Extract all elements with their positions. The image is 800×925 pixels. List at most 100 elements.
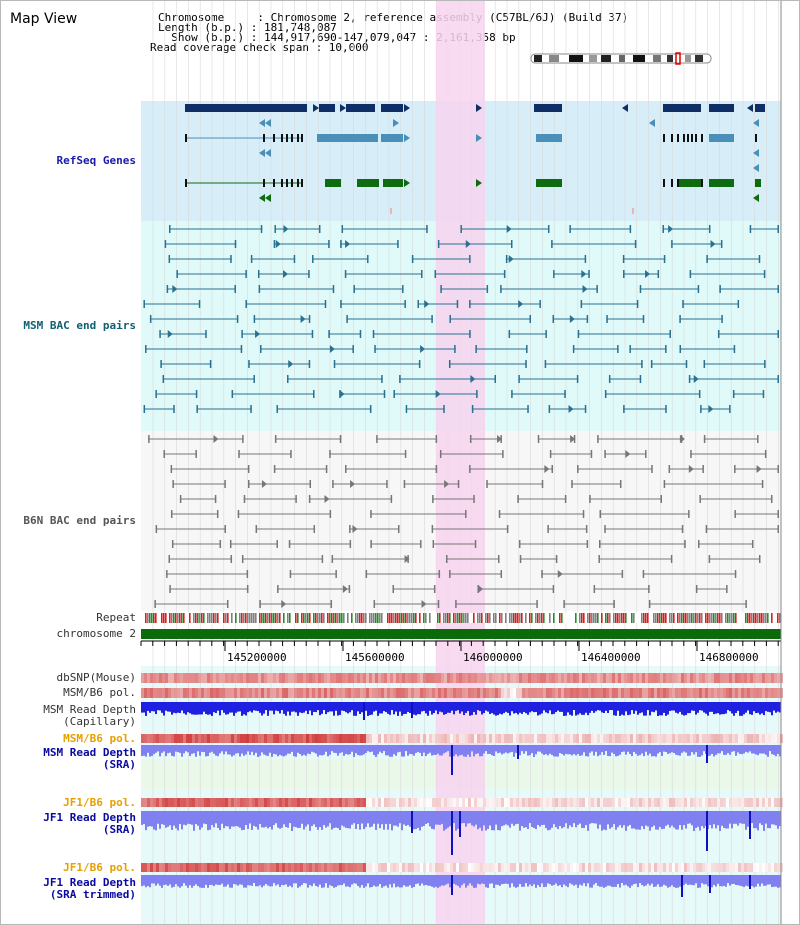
b6n-bac-row [166,570,737,578]
heat-cell [510,673,513,683]
heat-cell [543,798,546,807]
track-label-msm-read-sra[interactable]: MSM Read Depth [43,746,136,759]
depth-bar [283,811,285,825]
track-label-msm-b6-pol-2[interactable]: MSM/B6 pol. [63,732,136,745]
depth-bar [207,875,209,888]
depth-bar [195,811,197,824]
heat-cell [696,734,699,743]
repeat-element [373,613,375,623]
depth-bar [303,702,305,713]
heat-cell [324,863,327,872]
heat-cell [714,734,717,743]
heat-cell [762,798,765,807]
heat-cell [480,673,483,683]
depth-bar [197,811,199,826]
bac-end [205,330,207,338]
repeat-element [165,613,167,623]
heat-cell [351,863,354,872]
depth-bar [635,811,637,830]
length-info: Length (b.p.) : 181,748,087 [158,21,337,34]
depth-bar [589,745,591,753]
repeat-element [715,613,717,623]
heat-cell [627,673,630,683]
heat-cell [390,863,393,872]
track-label-chromosome[interactable]: chromosome 2 [56,627,136,640]
heat-cell [147,688,150,698]
heat-cell [336,863,339,872]
depth-bar [663,745,665,752]
depth-bar [405,745,407,752]
depth-bar [173,875,175,887]
depth-bar [171,811,173,830]
depth-bar [421,875,423,884]
track-label-jf1-read-sra[interactable]: JF1 Read Depth [43,811,136,824]
repeat-element [655,613,657,623]
bac-end [432,540,435,548]
heat-cell [687,688,690,698]
depth-bar [655,745,657,757]
heat-cell [762,863,765,872]
heat-cell [576,734,579,743]
heat-cell [252,798,255,807]
depth-bar [487,702,489,712]
track-label-refseq[interactable]: RefSeq Genes [56,154,136,167]
depth-bar [159,745,161,757]
bac-end [359,330,362,338]
depth-bar [705,702,707,714]
bac-end [309,480,312,488]
bac-end [318,225,321,233]
track-label-jf1-b6-pol-2[interactable]: JF1/B6 pol. [63,861,136,874]
track-label-repeat[interactable]: Repeat [96,611,136,624]
repeat-element [319,613,321,623]
depth-bar [441,811,443,824]
depth-bar [225,875,227,887]
bac-end [248,360,250,368]
track-label-jf1-b6-pol[interactable]: JF1/B6 pol. [63,796,136,809]
track-label-msm-b6-pol[interactable]: MSM/B6 pol. [63,686,136,699]
track-label-msm-read-capillary[interactable]: MSM Read Depth [43,703,136,716]
depth-bar [269,745,271,753]
heat-cell [699,673,702,683]
repeat-element [689,613,691,623]
track-label-b6n-bac[interactable]: B6N BAC end pairs [23,514,136,527]
depth-bar [771,875,773,888]
heat-cell [435,798,438,807]
heat-cell [219,673,222,683]
track-label-jf1-read-trimmed[interactable]: JF1 Read Depth [43,876,136,889]
heat-cell [240,734,243,743]
bac-end [500,285,502,293]
depth-bar [495,875,497,885]
depth-bar [567,811,569,829]
bac-end [613,600,615,608]
heat-cell [645,734,648,743]
track-label-msm-bac[interactable]: MSM BAC end pairs [23,319,136,332]
bac-end [253,315,256,323]
heat-cell [516,688,519,698]
repeat-element [457,613,459,623]
depth-bar [685,811,687,829]
bac-end [439,450,442,458]
gene-strand-arrow [265,194,271,202]
depth-bar [315,745,317,754]
depth-bar [383,702,385,712]
depth-bar [415,875,417,885]
repeat-element [341,613,343,623]
heat-cell [579,673,582,683]
heat-cell [771,734,774,743]
bac-end [757,435,759,443]
bac-end [697,285,700,293]
heat-cell [216,688,219,698]
heat-cell [483,673,486,683]
depth-bar [323,702,325,711]
depth-bar [727,745,729,754]
depth-bar [661,811,663,830]
depth-bar [147,875,149,887]
depth-bar [361,811,363,824]
depth-bar [297,875,299,888]
bac-end [374,345,376,353]
heat-cell [384,798,387,807]
track-label-dbsnp[interactable]: dbSNP(Mouse) [56,671,136,684]
heat-cell [660,673,663,683]
heat-cell [315,863,318,872]
